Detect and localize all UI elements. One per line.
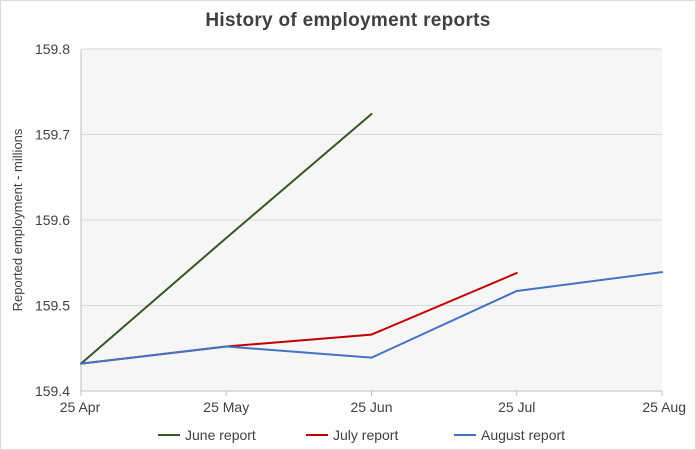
legend-label: June report <box>185 427 256 443</box>
series-line-august-report <box>80 271 663 365</box>
x-tick-label: 25 Apr <box>60 399 101 415</box>
y-tick-label: 159.7 <box>35 127 70 143</box>
chart-title: History of employment reports <box>205 10 491 31</box>
legend-label: July report <box>333 427 398 443</box>
x-tick-label: 25 Jul <box>498 399 535 415</box>
y-tick-label: 159.8 <box>35 41 70 57</box>
series-line-june-report <box>80 112 373 365</box>
y-axis-title: Reported employment - millions <box>10 128 25 311</box>
legend-label: August report <box>481 427 565 443</box>
y-tick-label: 159.5 <box>35 298 70 314</box>
x-tick-label: 25 Jun <box>350 399 392 415</box>
x-tick-label: 25 Aug <box>642 399 686 415</box>
x-tick-label: 25 May <box>203 399 249 415</box>
y-tick-label: 159.4 <box>35 383 70 399</box>
y-tick-label: 159.6 <box>35 212 70 228</box>
